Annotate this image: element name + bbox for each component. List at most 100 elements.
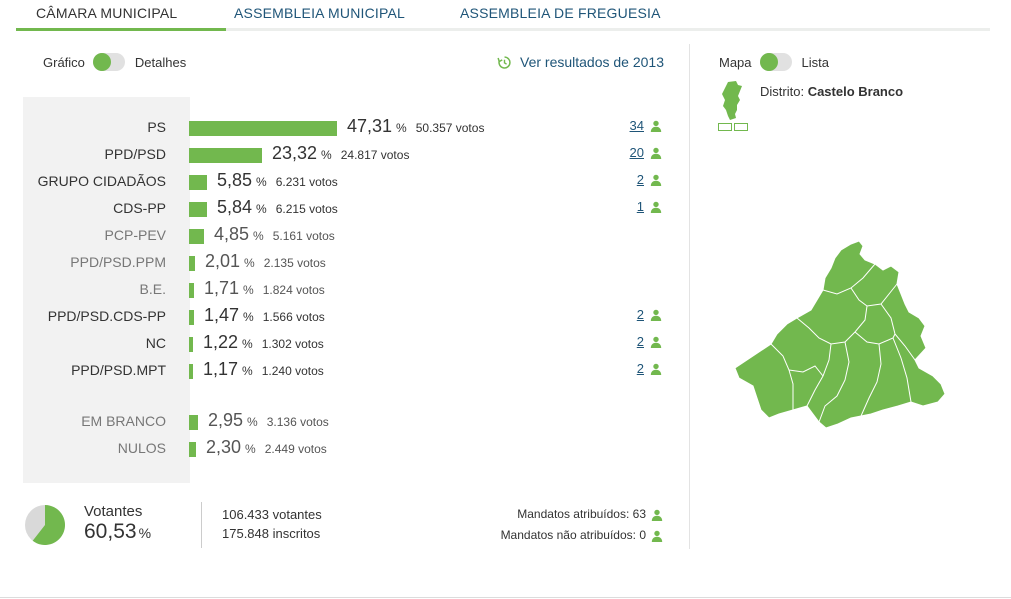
mandates-assigned-row: Mandatos atribuídos: 63 — [501, 504, 663, 525]
result-row: NULOS 2,30% 2.449 votos — [23, 437, 683, 459]
vote-count: 1.302 votos — [261, 337, 324, 351]
party-name: B.E. — [139, 281, 166, 297]
vote-percentage: 2,95 — [208, 410, 244, 430]
percent-symbol: % — [247, 415, 258, 429]
mandates-count-link[interactable]: 1 — [636, 199, 644, 214]
portugal-mini-map-icon[interactable] — [719, 81, 745, 121]
summary-separator — [201, 502, 202, 548]
view-toggle-switch[interactable] — [92, 53, 125, 71]
mandates-count-link[interactable]: 2 — [636, 334, 644, 349]
history-results-link[interactable]: Ver resultados de 2013 — [497, 54, 664, 70]
mandates: 1 — [620, 199, 662, 214]
mandates-unassigned-row: Mandatos não atribuídos: 0 — [501, 525, 663, 546]
vote-percentage: 1,17 — [203, 359, 239, 379]
party-name: PPD/PSD — [104, 146, 166, 162]
mandates-count-link[interactable]: 2 — [636, 172, 644, 187]
view-toggle: Gráfico Detalhes — [43, 53, 186, 71]
percent-symbol: % — [256, 202, 267, 216]
percent-symbol: % — [243, 283, 254, 297]
result-row: CDS-PP 5,84% 6.215 votos 1 — [23, 197, 683, 219]
vote-bar — [189, 283, 194, 298]
election-tabs: CÂMARA MUNICIPAL ASSEMBLEIA MUNICIPAL AS… — [16, 0, 990, 32]
votantes-pct-symbol: % — [138, 525, 152, 541]
vote-bar — [189, 121, 337, 136]
vote-percentage: 2,01 — [205, 251, 241, 271]
inscritos-count: 175.848 inscritos — [222, 526, 321, 541]
result-values: 2,30% 2.449 votos — [206, 437, 327, 458]
party-name: PPD/PSD.CDS-PP — [47, 308, 166, 324]
party-labels-background — [23, 97, 190, 483]
percent-symbol: % — [244, 256, 255, 270]
district-info: Distrito: Castelo Branco — [760, 84, 903, 99]
vote-count: 3.136 votos — [266, 415, 329, 429]
vote-bar — [189, 310, 194, 325]
votantes-label: Votantes — [84, 503, 143, 520]
result-row: PPD/PSD.PPM 2,01% 2.135 votos — [23, 251, 683, 273]
party-name: NC — [145, 335, 166, 351]
vote-percentage: 2,30 — [206, 437, 242, 457]
district-map[interactable] — [733, 238, 973, 433]
mandates-summary: Mandatos atribuídos: 63 Mandatos não atr… — [501, 504, 663, 546]
view-toggle-left-label: Gráfico — [43, 54, 85, 70]
mandates: 2 — [620, 172, 662, 187]
person-icon — [650, 174, 662, 186]
vote-count: 1.824 votos — [262, 283, 325, 297]
mandates-count-link[interactable]: 20 — [629, 145, 644, 160]
percent-symbol: % — [253, 229, 264, 243]
district-name: Castelo Branco — [807, 84, 904, 99]
vote-count: 6.231 votos — [275, 175, 338, 189]
district-outline[interactable] — [734, 240, 946, 429]
toggle-knob — [92, 53, 111, 71]
person-icon — [650, 309, 662, 321]
mandates-count-link[interactable]: 2 — [636, 307, 644, 322]
tab-assembleia-municipal[interactable]: ASSEMBLEIA MUNICIPAL — [234, 5, 406, 21]
person-icon — [650, 363, 662, 375]
page-bottom-border — [0, 597, 1011, 598]
vote-count: 5.161 votos — [272, 229, 335, 243]
mandates-count-link[interactable]: 2 — [636, 361, 644, 376]
result-row: NC 1,22% 1.302 votos 2 — [23, 332, 683, 354]
result-values: 2,01% 2.135 votos — [205, 251, 326, 272]
result-values: 1,17% 1.240 votos — [203, 359, 324, 380]
vote-count: 24.817 votos — [340, 148, 410, 162]
result-values: 5,84% 6.215 votos — [217, 197, 338, 218]
turnout-pie — [24, 504, 66, 546]
percent-symbol: % — [243, 310, 254, 324]
party-name: PCP-PEV — [104, 227, 166, 243]
mandates-assigned: Mandatos atribuídos: 63 — [517, 507, 646, 521]
result-values: 4,85% 5.161 votos — [214, 224, 335, 245]
map-toggle-switch[interactable] — [759, 53, 792, 71]
mini-map-button[interactable] — [734, 123, 748, 131]
vote-percentage: 1,22 — [203, 332, 239, 352]
percent-symbol: % — [242, 337, 253, 351]
tab-assembleia-freguesia[interactable]: ASSEMBLEIA DE FREGUESIA — [460, 5, 661, 21]
votantes-count: 106.433 votantes — [222, 507, 322, 522]
result-values: 47,31% 50.357 votos — [347, 116, 484, 137]
person-icon — [650, 120, 662, 132]
percent-symbol: % — [396, 121, 407, 135]
map-toggle: Mapa Lista — [719, 53, 829, 71]
votantes-pct-value: 60,53 — [84, 520, 137, 543]
result-values: 1,22% 1.302 votos — [203, 332, 324, 353]
party-name: GRUPO CIDADÃOS — [37, 173, 166, 189]
vote-count: 2.135 votos — [263, 256, 326, 270]
mandates: 2 — [620, 307, 662, 322]
vote-percentage: 1,47 — [204, 305, 240, 325]
tab-camara-municipal[interactable]: CÂMARA MUNICIPAL — [36, 5, 178, 21]
mandates-unassigned: Mandatos não atribuídos: 0 — [500, 528, 646, 542]
vote-percentage: 47,31 — [347, 116, 393, 136]
vote-bar — [189, 229, 204, 244]
result-row: EM BRANCO 2,95% 3.136 votos — [23, 410, 683, 432]
percent-symbol: % — [242, 364, 253, 378]
vote-bar — [189, 415, 198, 430]
mandates-count-link[interactable]: 34 — [629, 118, 644, 133]
vote-bar — [189, 364, 193, 379]
vote-bar — [189, 256, 195, 271]
mandates: 20 — [620, 145, 662, 160]
party-name: PS — [147, 119, 166, 135]
mini-map-button[interactable] — [718, 123, 732, 131]
map-toggle-left-label: Mapa — [719, 54, 752, 70]
result-row: PPD/PSD 23,32% 24.817 votos 20 — [23, 143, 683, 165]
mandates: 2 — [620, 334, 662, 349]
